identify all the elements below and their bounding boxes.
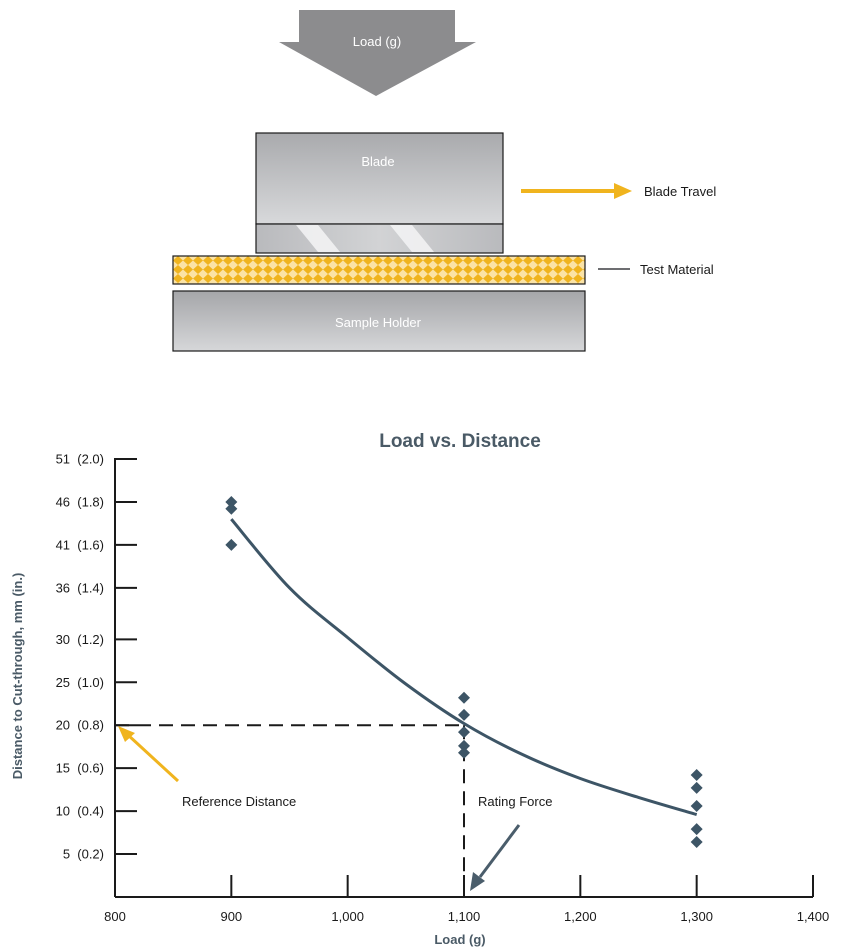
x-tick-label: 1,100	[448, 909, 481, 924]
rating-force-label: Rating Force	[478, 794, 552, 809]
reference-lines	[115, 724, 465, 897]
y-axis-label: Distance to Cut-through, mm (in.)	[10, 573, 25, 780]
rating-arrow-head	[470, 872, 485, 891]
sample-holder	[172, 290, 586, 352]
y-tick-label: 51 (2.0)	[56, 452, 104, 467]
data-point	[458, 726, 470, 739]
y-tick-label: 46 (1.8)	[56, 494, 104, 509]
data-point	[458, 691, 470, 704]
y-tick-label: 5 (0.2)	[63, 847, 104, 862]
x-tick-label: 1,400	[797, 909, 830, 924]
y-tick-label: 20 (0.8)	[56, 718, 104, 733]
sample-holder-label: Sample Holder	[335, 315, 422, 330]
chart-title: Load vs. Distance	[379, 431, 541, 452]
y-tick-label: 30 (1.2)	[56, 632, 104, 647]
x-tick-label: 1,000	[331, 909, 364, 924]
data-point	[458, 708, 470, 721]
test-setup-diagram: Load (g) Blade Blade Travel Test Materia…	[172, 10, 716, 352]
y-tick-label: 36 (1.4)	[56, 580, 104, 595]
fit-curve-layer	[230, 518, 698, 817]
x-tick-label: 1,200	[564, 909, 597, 924]
load-label: Load (g)	[353, 34, 401, 49]
x-tick-label: 800	[104, 909, 126, 924]
rating-force-annotation: Rating Force	[470, 794, 552, 891]
x-tick-label: 900	[220, 909, 242, 924]
reference-arrow-shaft	[126, 733, 180, 783]
data-point	[458, 746, 470, 759]
blade-travel-label: Blade Travel	[644, 184, 716, 199]
blade-label: Blade	[361, 154, 394, 169]
data-points-layer	[225, 495, 703, 849]
data-point	[225, 502, 238, 515]
fit-curve	[230, 518, 698, 817]
y-tick-label: 25 (1.0)	[56, 675, 104, 690]
load-vs-distance-chart: Load vs. Distance Distance to Cut-throug…	[10, 431, 829, 947]
blade-travel-arrow-head	[614, 183, 632, 199]
data-point	[690, 799, 703, 812]
blade-edge	[255, 223, 504, 254]
y-tick-label: 15 (0.6)	[56, 761, 104, 776]
data-point	[690, 836, 703, 849]
x-tick-label: 1,300	[680, 909, 713, 924]
y-tick-label: 10 (0.4)	[56, 804, 104, 819]
x-axis-label: Load (g)	[434, 932, 485, 947]
y-tick-label: 41 (1.6)	[56, 537, 104, 552]
test-material	[172, 255, 586, 285]
data-point	[458, 739, 470, 752]
data-point	[690, 823, 703, 836]
reference-distance-annotation: Reference Distance	[118, 726, 296, 809]
rating-arrow-shaft	[478, 824, 521, 878]
chart-axes: 800 900 1,000 1,100 1,200 1,300 1,400 5 (0.2) 10…	[56, 452, 830, 925]
reference-arrow-head	[118, 726, 135, 742]
data-point	[690, 769, 703, 782]
data-point	[225, 495, 238, 508]
data-point	[690, 781, 703, 794]
reference-distance-label: Reference Distance	[182, 794, 296, 809]
test-material-label: Test Material	[640, 262, 714, 277]
blade-edge-glare	[296, 225, 434, 252]
data-point	[225, 538, 238, 551]
load-arrow	[279, 10, 476, 96]
blade	[255, 132, 504, 225]
